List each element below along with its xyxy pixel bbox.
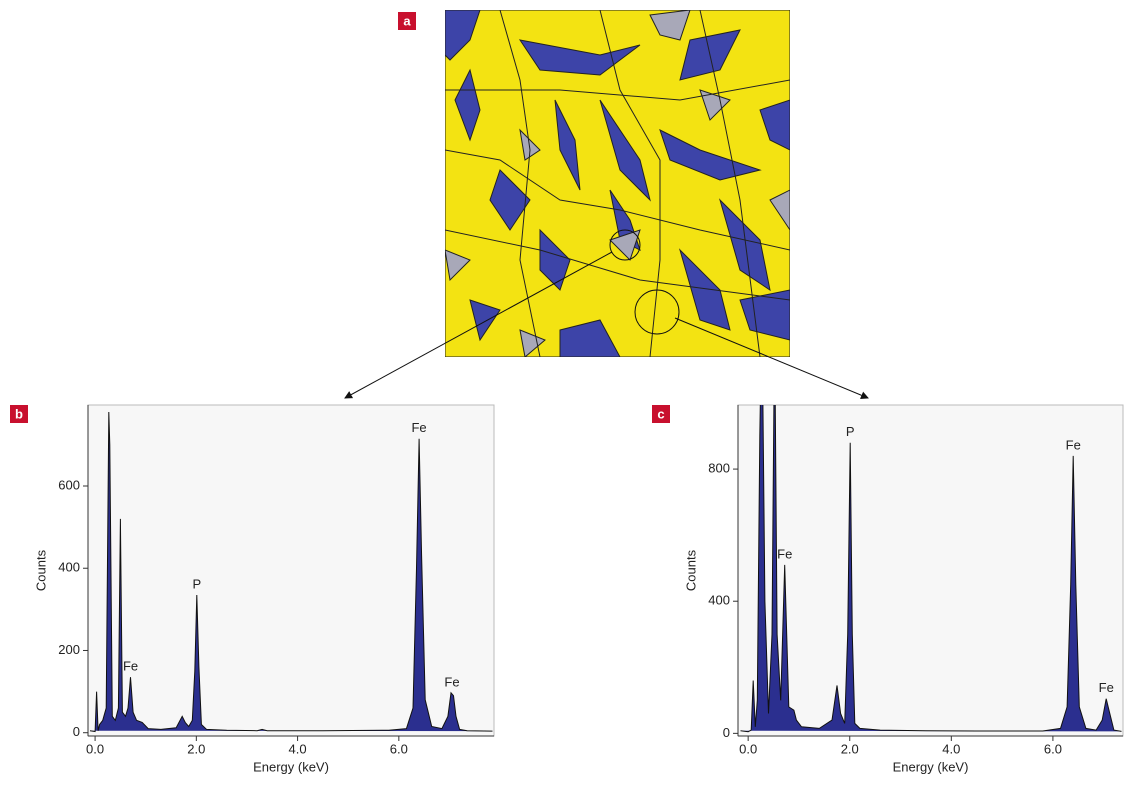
plot-area	[87, 404, 495, 737]
x-tick-label: 4.0	[942, 741, 960, 756]
spectrum	[89, 411, 493, 733]
y-tick-label: 200	[58, 642, 80, 657]
plot-area	[737, 404, 1124, 737]
x-tick-label: 6.0	[390, 741, 408, 756]
peak-label: Fe	[123, 659, 138, 674]
x-tick-label: 6.0	[1044, 741, 1062, 756]
spectrum-area	[89, 411, 493, 733]
peak-label: P	[846, 424, 855, 439]
panel-label-box	[10, 405, 28, 423]
y-tick-label: 0	[73, 724, 80, 739]
x-axis-label: Energy (keV)	[253, 759, 329, 774]
panel-label: c	[657, 406, 664, 421]
panel-label-box	[652, 405, 670, 423]
spectrum-area	[740, 405, 1122, 733]
y-tick-label: 400	[58, 560, 80, 575]
y-tick-label: 600	[58, 477, 80, 492]
peak-label: Fe	[411, 420, 426, 435]
x-tick-label: 2.0	[187, 741, 205, 756]
x-tick-label: 2.0	[841, 741, 859, 756]
y-axis-label: Counts	[683, 549, 698, 591]
micrograph-map	[445, 10, 790, 357]
spectrum	[740, 405, 1122, 733]
arrow	[344, 251, 613, 399]
peak-label: Fe	[1099, 680, 1114, 695]
y-tick-label: 800	[708, 461, 730, 476]
y-tick-label: 0	[723, 725, 730, 740]
x-axis-label: Energy (keV)	[893, 759, 969, 774]
region-circle	[609, 229, 641, 261]
peak-label: Fe	[444, 674, 459, 689]
x-tick-label: 4.0	[289, 741, 307, 756]
x-tick-label: 0.0	[739, 741, 757, 756]
y-axis-label: Counts	[33, 549, 48, 591]
x-tick-label: 0.0	[86, 741, 104, 756]
panel-label-box	[398, 12, 416, 30]
peak-label: Fe	[777, 546, 792, 561]
arrow	[674, 317, 869, 400]
panel-label: a	[403, 13, 411, 28]
panel-label: b	[15, 406, 23, 421]
y-tick-label: 400	[708, 593, 730, 608]
peak-label: P	[193, 576, 202, 591]
peak-label: Fe	[1066, 437, 1081, 452]
region-circle	[634, 289, 680, 335]
